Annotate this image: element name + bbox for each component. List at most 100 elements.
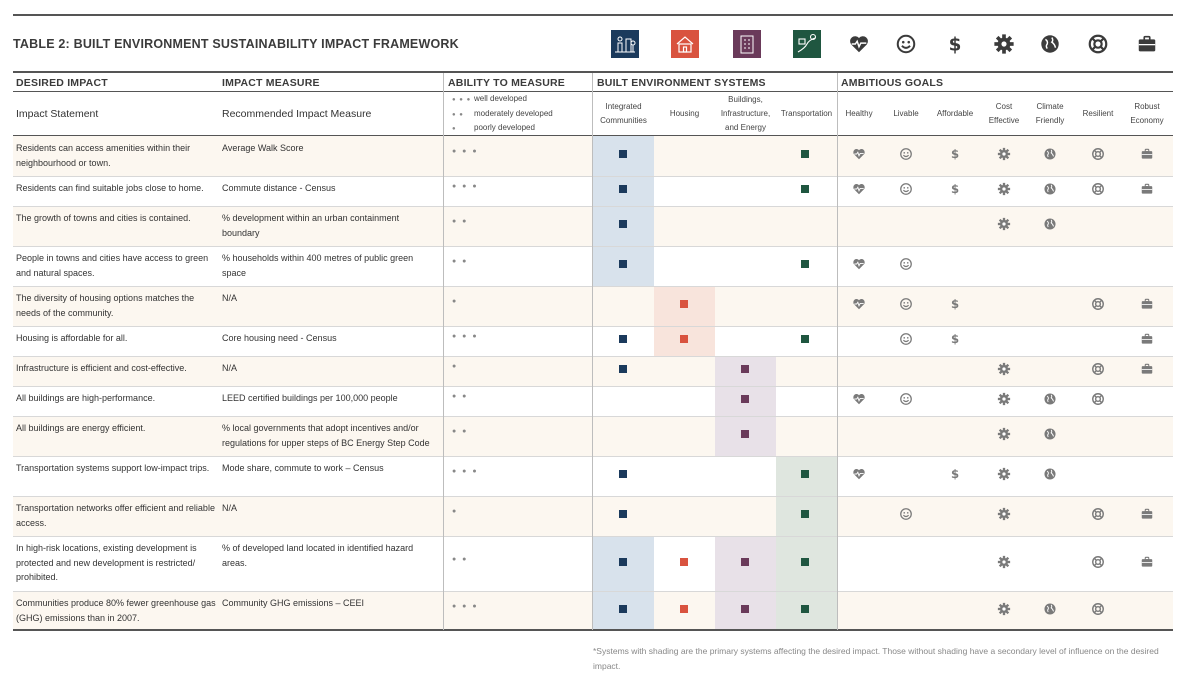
impact-statement: All buildings are high-performance.: [16, 393, 156, 403]
gear-icon: [993, 33, 1015, 55]
subheader-statement: Impact Statement: [16, 108, 99, 120]
globe-icon: [1043, 147, 1057, 161]
impact-statement: The growth of towns and cities is contai…: [16, 213, 191, 223]
system-marker: [619, 557, 627, 566]
lifebuoy-icon: [1091, 147, 1105, 161]
system-marker: [680, 557, 688, 566]
impact-statement: People in towns and cities have access t…: [16, 253, 209, 278]
buildings-icon: [733, 30, 761, 58]
briefcase-icon: [1140, 332, 1154, 346]
system-marker: [619, 604, 627, 613]
subheader-measure: Recommended Impact Measure: [222, 108, 372, 120]
goal-column-header: Climate Friendly: [1035, 102, 1065, 125]
impact-statement: In high-risk locations, existing develop…: [16, 543, 197, 582]
lifebuoy-icon: [1091, 555, 1105, 569]
impact-statement: Transportation systems support low-impac…: [16, 463, 210, 473]
dollar-icon: $: [948, 182, 962, 196]
ability-legend-item: ● poorly developed: [452, 123, 535, 132]
header-impact-measure: IMPACT MEASURE: [222, 77, 320, 89]
row-divider: [13, 496, 1173, 497]
briefcase-icon: [1140, 182, 1154, 196]
row-divider: [13, 246, 1173, 247]
smiley-icon: [899, 147, 913, 161]
row-divider: [13, 386, 1173, 387]
row-background: [13, 286, 1173, 326]
globe-icon: [1043, 217, 1057, 231]
gear-icon: [997, 362, 1011, 376]
impact-measure: Core housing need - Census: [222, 333, 337, 343]
svg-text:$: $: [949, 34, 962, 55]
impact-statement: Infrastructure is efficient and cost-eff…: [16, 363, 187, 373]
row-background: [13, 496, 1173, 536]
lifebuoy-icon: [1087, 33, 1109, 55]
impact-measure: Average Walk Score: [222, 143, 304, 153]
lifebuoy-icon: [1091, 362, 1105, 376]
svg-text:$: $: [951, 332, 959, 346]
system-marker: [680, 604, 688, 613]
impact-measure: N/A: [222, 363, 238, 373]
ability-dots: ● ●: [452, 258, 469, 265]
ability-dots: ● ●: [452, 393, 469, 400]
system-marker: [801, 335, 809, 343]
top-rule: [13, 14, 1173, 16]
briefcase-icon: [1140, 147, 1154, 161]
row-background: [13, 356, 1173, 386]
briefcase-icon: [1140, 362, 1154, 376]
impact-statement: Transportation networks offer efficient …: [16, 503, 215, 528]
impact-statement: Communities produce 80% fewer greenhouse…: [16, 598, 216, 623]
dollar-icon: $: [948, 467, 962, 481]
system-marker: [741, 395, 749, 403]
globe-icon: [1039, 33, 1061, 55]
impact-statement: The diversity of housing options matches…: [16, 293, 195, 318]
dollar-icon: $: [948, 297, 962, 311]
gear-icon: [997, 427, 1011, 441]
system-marker: [619, 335, 627, 343]
system-marker: [619, 150, 627, 158]
impact-measure: % households within 400 metres of public…: [222, 253, 414, 278]
system-marker: [801, 185, 809, 193]
ability-dots: ● ● ●: [452, 183, 479, 190]
system-marker: [619, 220, 627, 228]
row-divider: [13, 536, 1173, 537]
impact-measure: N/A: [222, 503, 238, 513]
ability-dots: ● ● ●: [452, 333, 479, 340]
briefcase-icon: [1140, 297, 1154, 311]
ability-dots: ●: [452, 363, 459, 370]
briefcase-icon: [1140, 555, 1154, 569]
ability-dots: ● ●: [452, 555, 469, 563]
system-marker: [741, 430, 749, 438]
lifebuoy-icon: [1091, 392, 1105, 406]
goal-column-header: Affordable: [936, 109, 974, 118]
ability-dots: ● ●: [452, 218, 469, 225]
impact-measure: % local governments that adopt incentive…: [222, 423, 430, 448]
column-divider: [592, 73, 593, 630]
globe-icon: [1043, 467, 1057, 481]
legend-label: well developed: [474, 94, 527, 103]
legend-dots: ● ●: [452, 111, 464, 118]
system-marker: [619, 260, 627, 268]
smiley-icon: [895, 33, 917, 55]
header-desired-impact: DESIRED IMPACT: [16, 77, 108, 89]
goal-column-header: Robust Economy: [1130, 102, 1164, 125]
legend-dots: ● ● ●: [452, 97, 472, 103]
row-divider: [13, 326, 1173, 327]
column-divider: [837, 73, 838, 630]
goal-column-header: Resilient: [1082, 109, 1114, 118]
ability-legend-item: ● ● ● well developed: [452, 94, 527, 103]
svg-text:$: $: [951, 147, 959, 161]
system-column-header: Buildings, Infrastructure, and Energy: [720, 95, 771, 132]
row-divider: [13, 206, 1173, 207]
gear-icon: [997, 147, 1011, 161]
gear-icon: [997, 392, 1011, 406]
impact-measure: % development within an urban containmen…: [222, 213, 400, 238]
system-marker: [741, 365, 749, 373]
smiley-icon: [899, 297, 913, 311]
system-marker: [619, 510, 627, 518]
impact-measure: Community GHG emissions – CEEI: [222, 598, 365, 608]
dollar-icon: $: [948, 147, 962, 161]
impact-measure: LEED certified buildings per 100,000 peo…: [222, 393, 398, 403]
heart-icon: [852, 147, 866, 161]
goal-column-header: Healthy: [845, 109, 873, 118]
gear-icon: [997, 555, 1011, 569]
heart-icon: [852, 182, 866, 196]
